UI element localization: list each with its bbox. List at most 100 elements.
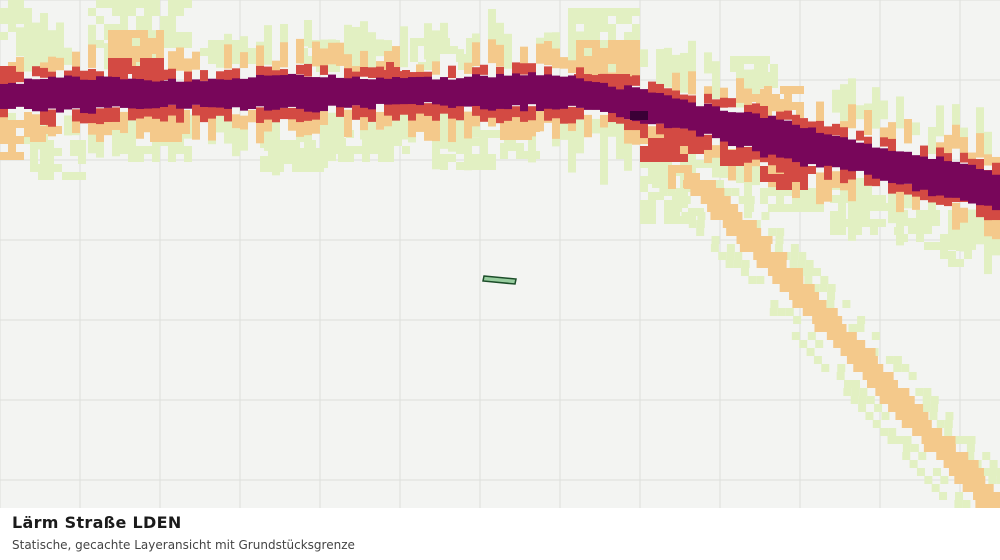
noise-cell-class-1 <box>276 140 284 148</box>
noise-cell-class-1 <box>908 218 916 226</box>
noise-cell-class-2 <box>148 46 156 54</box>
noise-cell-class-1 <box>24 8 32 16</box>
noise-cell-class-4 <box>920 156 928 190</box>
noise-cell-class-1 <box>400 108 408 140</box>
noise-cell-class-1 <box>136 154 144 162</box>
parcel-polygon[interactable] <box>482 275 517 285</box>
noise-cell-class-2 <box>832 171 840 188</box>
noise-cell-class-2 <box>392 46 400 68</box>
noise-cell-class-3 <box>664 146 672 154</box>
noise-cell-class-3 <box>200 70 208 81</box>
noise-cell-class-1 <box>930 404 939 412</box>
noise-cell-class-2 <box>875 388 910 396</box>
noise-cell-class-2 <box>108 46 116 54</box>
noise-cell-class-2 <box>948 468 984 476</box>
noise-cell-class-3 <box>520 106 528 122</box>
noise-cell-class-3 <box>64 70 72 81</box>
noise-cell-class-4 <box>336 77 344 108</box>
noise-cell-class-2 <box>624 40 632 48</box>
noise-cell-class-3 <box>192 104 200 116</box>
noise-cell-class-1 <box>592 8 600 16</box>
noise-cell-class-3 <box>880 137 888 147</box>
noise-cell-class-1 <box>442 46 450 54</box>
noise-cell-class-1 <box>418 38 426 46</box>
noise-cell-class-1 <box>838 211 846 219</box>
noise-cell-class-3 <box>168 68 176 81</box>
noise-cell-class-3 <box>360 67 368 77</box>
noise-cell-class-1 <box>776 188 784 196</box>
noise-cell-class-1 <box>8 8 16 16</box>
noise-cell-class-2 <box>132 54 140 62</box>
noise-cell-class-3 <box>616 113 624 124</box>
noise-cell-class-2 <box>166 118 174 126</box>
noise-cell-class-4 <box>832 135 840 168</box>
noise-cell-class-1 <box>394 130 402 138</box>
noise-cell-class-4 <box>936 156 944 196</box>
noise-cell-class-3 <box>16 71 24 83</box>
noise-cell-class-2 <box>676 165 684 173</box>
noise-cell-class-1 <box>120 130 128 138</box>
noise-cell-class-3 <box>80 70 88 82</box>
noise-cell-class-1 <box>608 24 616 32</box>
noise-cell-class-1 <box>176 40 184 48</box>
noise-cell-class-1 <box>696 220 705 228</box>
noise-cell-class-2 <box>802 308 838 316</box>
noise-cell-class-2 <box>690 188 725 196</box>
noise-cell-class-3 <box>920 145 928 157</box>
noise-cell-class-2 <box>824 169 832 202</box>
noise-cell-class-2 <box>120 111 128 134</box>
noise-cell-class-2 <box>592 64 600 72</box>
noise-cell-class-1 <box>762 80 770 88</box>
noise-cell-class-1 <box>940 476 949 484</box>
noise-cell-class-1 <box>46 148 54 156</box>
noise-cell-class-2 <box>104 116 112 136</box>
parcel-boundary[interactable] <box>482 275 517 285</box>
noise-cell-class-3 <box>744 104 752 117</box>
noise-cell-class-2 <box>624 56 632 64</box>
noise-cell-class-3 <box>544 66 552 79</box>
noise-cell-class-1 <box>128 154 136 162</box>
noise-cell-class-2 <box>132 30 140 38</box>
noise-cell-class-2 <box>576 59 584 72</box>
noise-cell-class-2 <box>432 61 440 75</box>
noise-cell-class-1 <box>688 208 696 216</box>
noise-cell-class-1 <box>466 46 474 54</box>
noise-cell-class-1 <box>70 140 78 148</box>
noise-cell-class-2 <box>904 119 912 144</box>
noise-cell-class-1 <box>887 436 896 444</box>
noise-cell-class-3 <box>312 107 320 120</box>
noise-cell-class-2 <box>632 64 640 72</box>
noise-cell-class-2 <box>16 152 24 160</box>
noise-cell-class-1 <box>878 219 886 227</box>
noise-cell-class-3 <box>8 66 16 74</box>
noise-cell-class-3 <box>256 107 264 123</box>
noise-cell-class-2 <box>132 46 140 54</box>
noise-cell-class-3 <box>720 150 728 158</box>
noise-cell-class-2 <box>516 132 524 140</box>
noise-cell-class-3 <box>656 123 664 135</box>
noise-cell-class-2 <box>88 112 96 135</box>
noise-cell-class-1 <box>504 33 512 69</box>
noise-cell-class-1 <box>568 8 576 16</box>
noise-cell-class-4 <box>648 92 656 125</box>
noise-cell-class-1 <box>362 146 370 154</box>
noise-cell-class-1 <box>956 243 964 251</box>
noise-cell-class-2 <box>424 111 432 141</box>
noise-cell-class-2 <box>600 114 608 128</box>
noise-cell-class-2 <box>192 51 200 70</box>
noise-cell-class-1 <box>804 268 813 276</box>
noise-cell-class-2 <box>158 118 166 126</box>
noise-cell-class-2 <box>960 207 968 223</box>
noise-cell-class-1 <box>600 40 608 48</box>
noise-cell-class-3 <box>0 104 8 118</box>
noise-cell-class-2 <box>772 276 804 284</box>
noise-cell-class-1 <box>128 8 136 16</box>
noise-cell-class-2 <box>472 42 480 67</box>
noise-cell-class-3 <box>760 174 768 182</box>
noise-cell-class-1 <box>458 54 466 62</box>
noise-cell-class-2 <box>240 115 248 130</box>
noise-cell-class-4 <box>728 112 736 147</box>
noise-cell-class-5 <box>630 111 648 120</box>
